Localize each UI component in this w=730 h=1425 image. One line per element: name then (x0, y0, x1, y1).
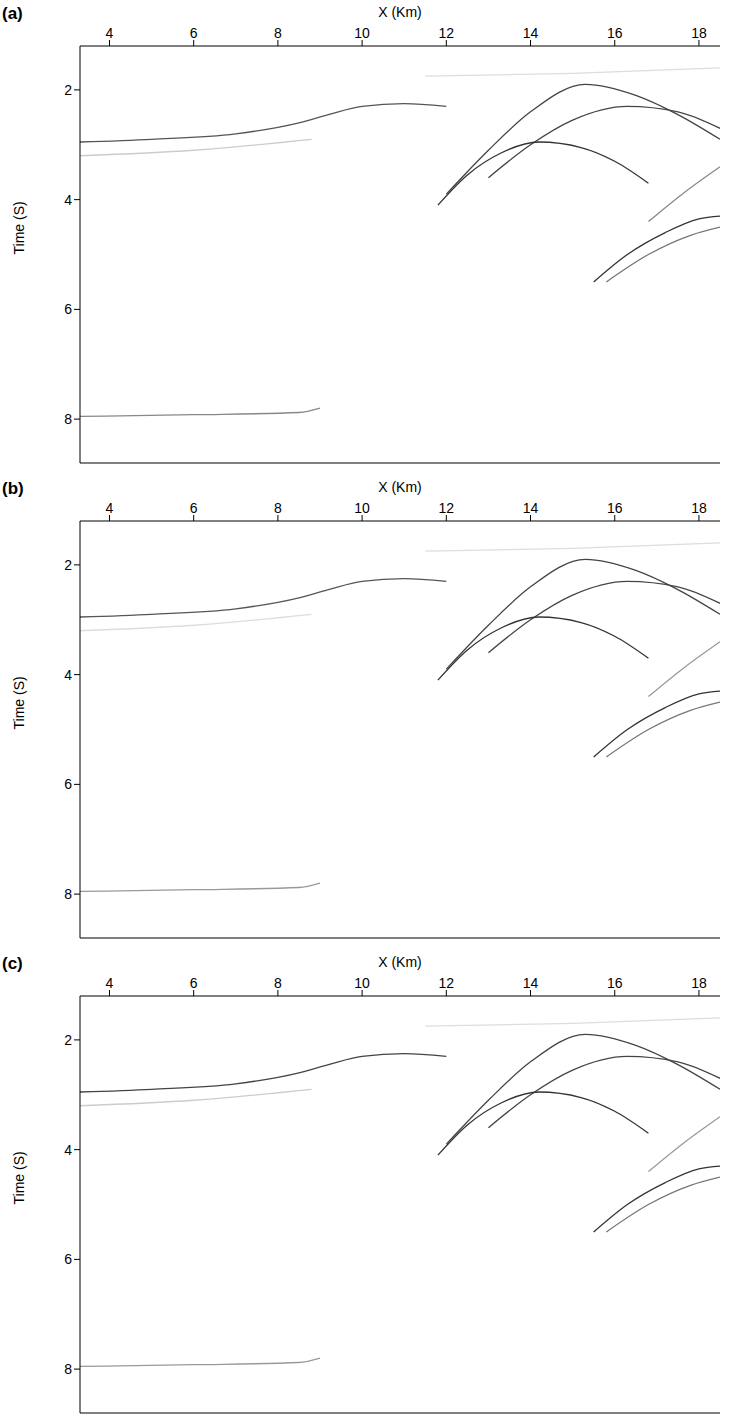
svg-text:4: 4 (106, 975, 114, 991)
svg-text:18: 18 (691, 975, 707, 991)
svg-text:12: 12 (439, 975, 455, 991)
svg-text:6: 6 (190, 25, 198, 41)
svg-text:8: 8 (64, 886, 72, 902)
svg-text:4: 4 (106, 500, 114, 516)
svg-text:16: 16 (607, 975, 623, 991)
svg-text:2: 2 (64, 1032, 72, 1048)
svg-text:6: 6 (64, 1251, 72, 1267)
svg-text:6: 6 (64, 301, 72, 317)
svg-text:6: 6 (190, 500, 198, 516)
svg-text:14: 14 (523, 25, 539, 41)
svg-text:6: 6 (64, 776, 72, 792)
svg-text:8: 8 (64, 1361, 72, 1377)
svg-text:8: 8 (64, 411, 72, 427)
svg-text:18: 18 (691, 500, 707, 516)
svg-text:14: 14 (523, 500, 539, 516)
svg-text:12: 12 (439, 500, 455, 516)
svg-text:4: 4 (64, 1142, 72, 1158)
svg-text:Time (S): Time (S) (11, 676, 27, 729)
svg-text:X (Km): X (Km) (378, 4, 422, 20)
svg-text:12: 12 (439, 25, 455, 41)
svg-text:2: 2 (64, 557, 72, 573)
svg-text:8: 8 (274, 975, 282, 991)
svg-text:16: 16 (607, 500, 623, 516)
svg-text:14: 14 (523, 975, 539, 991)
svg-text:Time (S): Time (S) (11, 201, 27, 254)
svg-text:X (Km): X (Km) (378, 954, 422, 970)
html-text:(c): (c) (2, 954, 23, 973)
svg-text:10: 10 (354, 25, 370, 41)
svg-text:4: 4 (64, 192, 72, 208)
svg-text:4: 4 (64, 667, 72, 683)
svg-text:6: 6 (190, 975, 198, 991)
svg-text:8: 8 (274, 25, 282, 41)
svg-text:8: 8 (274, 500, 282, 516)
svg-text:10: 10 (354, 975, 370, 991)
svg-text:X (Km): X (Km) (378, 479, 422, 495)
svg-text:4: 4 (106, 25, 114, 41)
svg-text:16: 16 (607, 25, 623, 41)
svg-text:Time (S): Time (S) (11, 1151, 27, 1204)
svg-text:10: 10 (354, 500, 370, 516)
svg-text:18: 18 (691, 25, 707, 41)
html-text:(a): (a) (2, 4, 23, 23)
html-text:(b): (b) (2, 479, 24, 498)
svg-text:2: 2 (64, 82, 72, 98)
